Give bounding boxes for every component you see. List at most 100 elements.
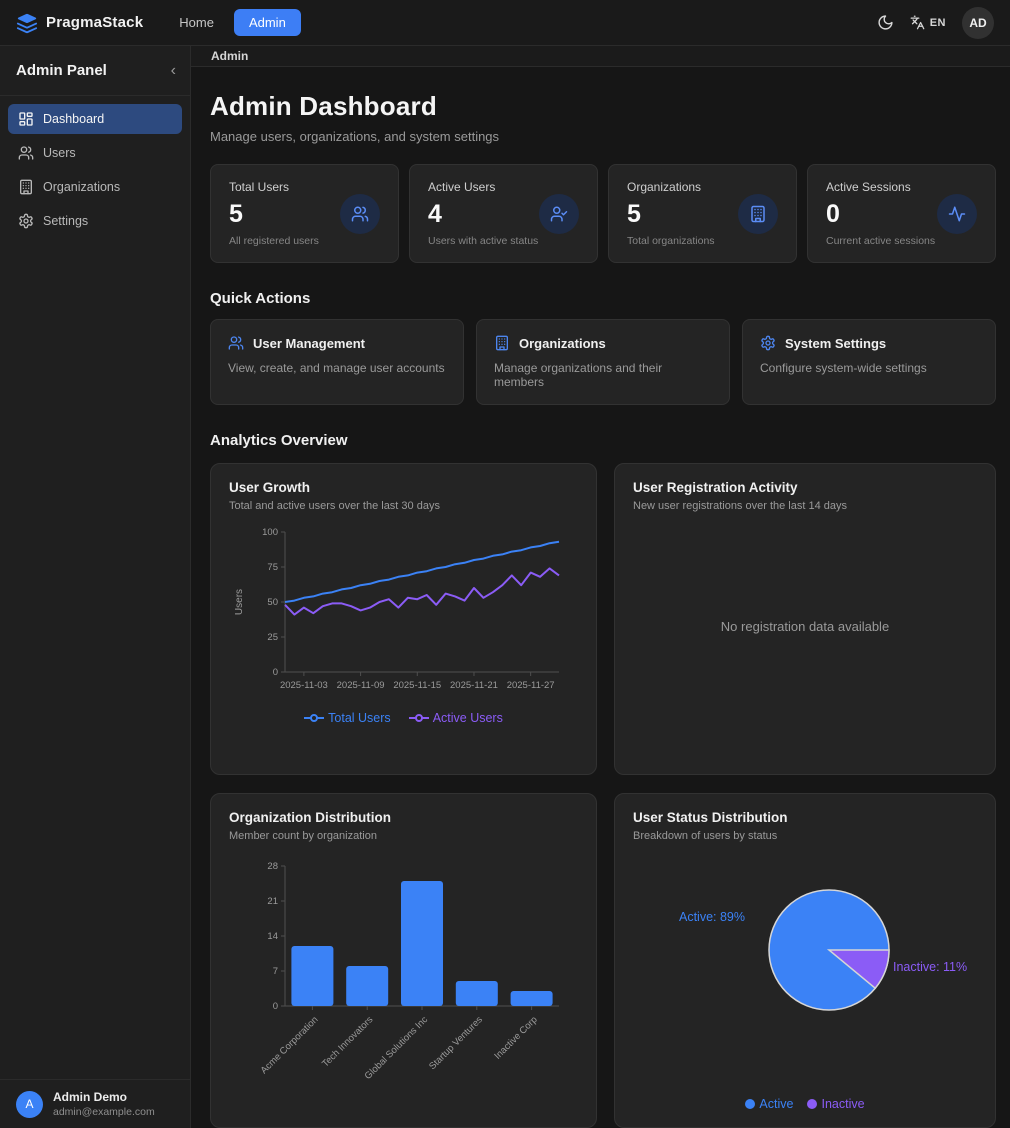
building-icon	[738, 193, 778, 234]
action-title: System Settings	[785, 335, 887, 351]
stat-description: Total organizations	[627, 235, 715, 247]
chart-subtitle: Member count by organization	[229, 830, 377, 842]
chart-subtitle: Total and active users over the last 30 …	[229, 500, 440, 512]
svg-text:100: 100	[262, 527, 278, 538]
legend-label: Inactive	[821, 1097, 865, 1111]
legend-label: Active	[759, 1097, 794, 1111]
chart-title: User Growth	[229, 480, 311, 495]
svg-text:25: 25	[267, 632, 278, 643]
users-icon	[18, 145, 34, 161]
quick-actions-grid: User Management View, create, and manage…	[210, 319, 996, 405]
analytics-heading: Analytics Overview	[210, 432, 348, 449]
user-email: admin@example.com	[53, 1106, 155, 1118]
sidebar-item-organizations[interactable]: Organizations	[8, 172, 182, 202]
legend-dot-icon	[807, 1099, 818, 1109]
action-card-system-settings[interactable]: System Settings Configure system-wide se…	[742, 319, 996, 405]
legend-marker-icon	[304, 714, 325, 722]
stat-card-active-sessions: Active Sessions 0 Current active session…	[807, 164, 996, 263]
theme-toggle-button[interactable]	[877, 14, 894, 31]
activity-icon	[937, 193, 977, 234]
top-navbar: PragmaStack Home Admin EN AD	[0, 0, 1010, 46]
stat-description: Users with active status	[428, 235, 539, 247]
sidebar-item-label: Organizations	[43, 180, 121, 194]
brand[interactable]: PragmaStack	[16, 12, 143, 34]
layers-icon	[16, 13, 38, 33]
sidebar-item-users[interactable]: Users	[8, 138, 182, 168]
gear-icon	[18, 213, 34, 229]
quick-actions-heading: Quick Actions	[210, 290, 311, 307]
user-avatar[interactable]: AD	[962, 6, 994, 39]
chart-title: User Registration Activity	[633, 480, 798, 495]
nav-link-home[interactable]: Home	[179, 15, 214, 30]
sidebar-item-label: Dashboard	[43, 112, 105, 126]
user-check-icon	[539, 193, 579, 234]
users-icon	[340, 193, 380, 234]
svg-text:Tech Innovators: Tech Innovators	[320, 1014, 375, 1069]
stat-card-organizations: Organizations 5 Total organizations	[608, 164, 797, 263]
legend-label: Active Users	[432, 711, 503, 725]
svg-text:Users: Users	[234, 589, 245, 615]
breadcrumb[interactable]: Admin	[211, 49, 249, 63]
user-initial-avatar: A	[16, 1090, 43, 1118]
stat-label: Active Users	[428, 180, 496, 194]
legend-marker-icon	[408, 714, 429, 722]
users-icon	[228, 336, 244, 350]
language-switcher[interactable]: EN	[910, 15, 946, 30]
svg-text:2025-11-09: 2025-11-09	[337, 680, 385, 691]
language-label: EN	[929, 16, 946, 29]
sidebar-item-label: Settings	[43, 214, 89, 228]
brand-name: PragmaStack	[46, 14, 144, 31]
legend-item: Active	[745, 1097, 793, 1111]
svg-text:2025-11-15: 2025-11-15	[393, 680, 441, 691]
page-title: Admin Dashboard	[210, 91, 437, 121]
stats-grid: Total Users 5 All registered users Activ…	[210, 164, 996, 263]
svg-text:Startup Ventures: Startup Ventures	[427, 1014, 485, 1072]
stat-label: Total Users	[229, 180, 290, 194]
stat-description: Current active sessions	[826, 235, 936, 247]
charts-grid: User Growth Total and active users over …	[210, 463, 996, 1128]
user-growth-line-chart: 0 25 50 75 100 2025-11-03 2025-11-09 2025-11-15…	[234, 527, 560, 691]
svg-text:14: 14	[267, 931, 278, 942]
legend-item: Active Users	[408, 711, 503, 725]
user-growth-card: User Growth Total and active users over …	[210, 463, 597, 775]
no-data-message: No registration data available	[720, 619, 890, 634]
action-card-organizations[interactable]: Organizations Manage organizations and t…	[476, 319, 730, 405]
sidebar-collapse-button[interactable]: ‹	[170, 61, 176, 79]
svg-text:0: 0	[273, 1001, 278, 1012]
sidebar-user-profile[interactable]: A Admin Demo admin@example.com	[0, 1079, 190, 1128]
pie-chart-zone: Active: 89% Inactive: 11%	[633, 842, 977, 1097]
stat-card-active-users: Active Users 4 Users with active status	[409, 164, 598, 263]
languages-icon	[910, 15, 925, 30]
pie-slice-label-inactive: Inactive: 11%	[893, 960, 968, 974]
svg-text:2025-11-03: 2025-11-03	[280, 680, 328, 691]
action-title: Organizations	[519, 335, 606, 351]
page-subtitle: Manage users, organizations, and system …	[210, 129, 500, 144]
stat-value: 0	[826, 200, 840, 228]
pie-slice-label-active: Active: 89%	[678, 910, 745, 924]
nav-link-admin[interactable]: Admin	[233, 9, 301, 36]
stat-label: Organizations	[627, 180, 702, 194]
main-content: Admin Dashboard Manage users, organizati…	[191, 67, 1010, 1128]
action-description: Manage organizations and their members	[494, 361, 663, 389]
registration-activity-card: User Registration Activity New user regi…	[614, 463, 996, 775]
action-card-user-management[interactable]: User Management View, create, and manage…	[210, 319, 464, 405]
organization-distribution-card: Organization Distribution Member count b…	[210, 793, 597, 1128]
user-status-pie-chart	[768, 889, 890, 1011]
svg-text:2025-11-21: 2025-11-21	[450, 680, 498, 691]
dashboard-icon	[18, 111, 34, 127]
sidebar-item-dashboard[interactable]: Dashboard	[8, 104, 182, 134]
chart-subtitle: Breakdown of users by status	[633, 830, 778, 842]
svg-text:75: 75	[267, 562, 278, 573]
sidebar-nav: Dashboard Users Organizations Settings	[0, 96, 190, 1079]
stat-value: 4	[428, 200, 442, 228]
svg-text:Acme Corporation: Acme Corporation	[259, 1014, 321, 1076]
sidebar-item-label: Users	[43, 146, 76, 160]
legend-label: Total Users	[328, 711, 391, 725]
action-description: View, create, and manage user accounts	[228, 361, 445, 375]
sidebar-item-settings[interactable]: Settings	[8, 206, 182, 236]
user-status-card: User Status Distribution Breakdown of us…	[614, 793, 996, 1128]
user-name: Admin Demo	[53, 1090, 128, 1104]
svg-text:28: 28	[267, 861, 278, 872]
legend-item: Inactive	[807, 1097, 865, 1111]
